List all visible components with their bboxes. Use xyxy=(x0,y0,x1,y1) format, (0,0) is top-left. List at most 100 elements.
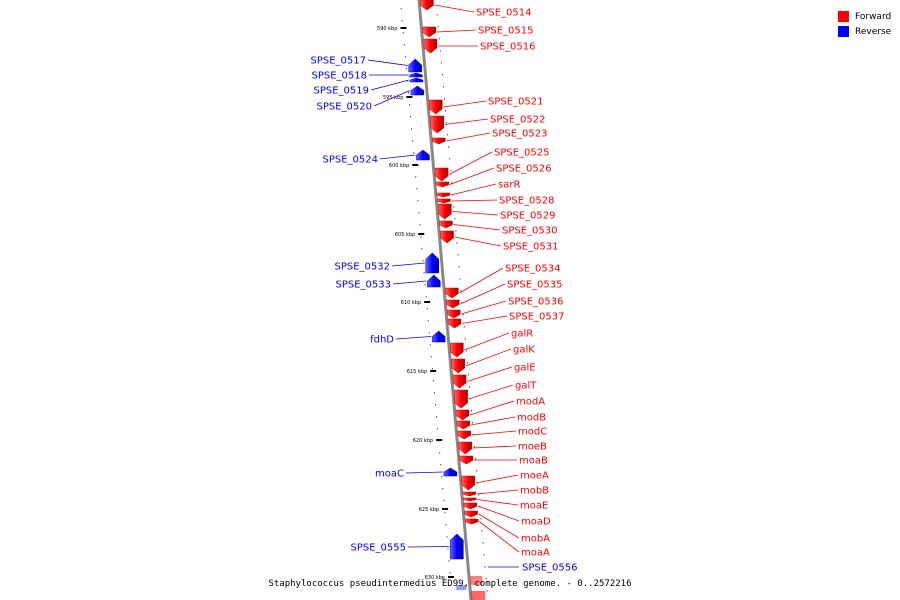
forward-gene-galR[interactable] xyxy=(450,342,464,358)
forward-gene-moaE[interactable] xyxy=(463,497,477,502)
forward-gene-SPSE_0514[interactable] xyxy=(420,0,434,11)
track-dot xyxy=(448,146,450,148)
reverse-gene-moaC[interactable] xyxy=(443,467,458,477)
gene-label-moeA[interactable]: moeA xyxy=(520,471,549,482)
forward-gene-SPSE_0525[interactable] xyxy=(434,167,449,182)
gene-label-galE[interactable]: galE xyxy=(514,363,536,374)
forward-gene-SPSE_0528[interactable] xyxy=(437,198,451,204)
track-dot xyxy=(426,308,428,310)
gene-label-moaA[interactable]: moaA xyxy=(521,548,550,559)
label-connector xyxy=(450,183,497,196)
gene-label-moeB[interactable]: moeB xyxy=(518,442,547,453)
forward-gene-SPSE_0521[interactable] xyxy=(429,99,443,115)
gene-label-moaD[interactable]: moaD xyxy=(521,517,551,528)
gene-label-SPSE_0531[interactable]: SPSE_0531 xyxy=(503,242,559,253)
forward-gene-moeB[interactable] xyxy=(458,441,473,455)
reverse-gene-SPSE_0518[interactable] xyxy=(409,72,423,78)
reverse-gene-SPSE_0533[interactable] xyxy=(427,274,441,288)
forward-gene-SPSE_0523[interactable] xyxy=(431,137,446,145)
reverse-gene-fdhD[interactable] xyxy=(431,330,446,343)
gene-label-SPSE_0519[interactable]: SPSE_0519 xyxy=(314,86,370,97)
gene-label-SPSE_0522[interactable]: SPSE_0522 xyxy=(490,115,546,126)
gene-label-SPSE_0555[interactable]: SPSE_0555 xyxy=(351,543,407,554)
gene-label-SPSE_0516[interactable]: SPSE_0516 xyxy=(480,42,536,53)
gene-label-SPSE_0517[interactable]: SPSE_0517 xyxy=(311,56,367,67)
gene-label-SPSE_0528[interactable]: SPSE_0528 xyxy=(499,196,555,207)
forward-gene-SPSE_0530[interactable] xyxy=(439,220,453,229)
track-dot xyxy=(480,518,482,520)
gene-label-mobB[interactable]: mobB xyxy=(520,486,549,497)
forward-gene-modA[interactable] xyxy=(455,409,470,421)
gene-label-SPSE_0533[interactable]: SPSE_0533 xyxy=(336,280,392,291)
forward-gene-moaA[interactable] xyxy=(464,518,479,525)
label-connector xyxy=(391,262,425,267)
reverse-gene-SPSE_0532[interactable] xyxy=(425,252,440,274)
forward-gene-SPSE_0515[interactable] xyxy=(422,26,437,38)
forward-gene-SPSE_0522[interactable] xyxy=(430,115,445,134)
forward-gene-moaD[interactable] xyxy=(463,502,478,510)
forward-gene-modB[interactable] xyxy=(456,420,471,430)
forward-gene-SPSE_0529[interactable] xyxy=(438,203,452,220)
gene-label-sarR[interactable]: sarR xyxy=(498,180,520,191)
forward-gene-SPSE_0526[interactable] xyxy=(435,181,450,188)
forward-gene-SPSE_0535[interactable] xyxy=(446,299,460,309)
gene-label-SPSE_0535[interactable]: SPSE_0535 xyxy=(507,280,563,291)
label-connector xyxy=(370,79,410,91)
gene-label-SPSE_0526[interactable]: SPSE_0526 xyxy=(496,164,552,175)
gene-label-modB[interactable]: modB xyxy=(517,413,546,424)
forward-gene-SPSE_0536[interactable] xyxy=(446,309,461,319)
forward-gene-galK[interactable] xyxy=(451,358,465,374)
forward-gene-mobB[interactable] xyxy=(462,491,477,497)
track-dot xyxy=(437,428,439,430)
gene-label-SPSE_0520[interactable]: SPSE_0520 xyxy=(317,102,373,113)
gene-label-SPSE_0523[interactable]: SPSE_0523 xyxy=(492,129,548,140)
gene-label-SPSE_0515[interactable]: SPSE_0515 xyxy=(478,26,534,37)
forward-gene-sarR[interactable] xyxy=(436,192,451,198)
forward-gene-SPSE_0516[interactable] xyxy=(423,38,438,54)
reverse-gene-SPSE_0517[interactable] xyxy=(408,58,422,73)
reverse-gene-SPSE_0555[interactable] xyxy=(450,533,464,560)
label-connector xyxy=(464,332,510,351)
gene-label-mobA[interactable]: mobA xyxy=(521,534,550,545)
gene-label-moaB[interactable]: moaB xyxy=(519,456,548,467)
forward-gene-moeA[interactable] xyxy=(461,475,476,491)
label-connector xyxy=(436,29,477,33)
forward-gene-modC[interactable] xyxy=(457,430,471,440)
forward-gene-SPSE_0531[interactable] xyxy=(440,230,454,244)
gene-label-fdhD[interactable]: fdhD xyxy=(370,335,394,346)
gene-label-moaE[interactable]: moaE xyxy=(520,501,548,512)
forward-gene-SPSE_0537[interactable] xyxy=(447,318,462,329)
track-dot xyxy=(420,236,422,238)
gene-label-SPSE_0532[interactable]: SPSE_0532 xyxy=(335,262,391,273)
gene-label-SPSE_0530[interactable]: SPSE_0530 xyxy=(502,226,558,237)
gene-label-SPSE_0524[interactable]: SPSE_0524 xyxy=(323,155,379,166)
gene-label-SPSE_0521[interactable]: SPSE_0521 xyxy=(488,97,544,108)
gene-label-SPSE_0514[interactable]: SPSE_0514 xyxy=(476,8,532,19)
forward-gene-galT[interactable] xyxy=(454,389,468,409)
track-dot xyxy=(439,50,441,52)
forward-gene-galE[interactable] xyxy=(452,374,467,389)
track-dot xyxy=(429,344,431,346)
reverse-gene-SPSE_0524[interactable] xyxy=(416,149,430,161)
gene-label-galK[interactable]: galK xyxy=(513,345,535,356)
gene-label-moaC[interactable]: moaC xyxy=(375,469,404,480)
forward-gene-moaB[interactable] xyxy=(459,455,474,465)
gene-label-galT[interactable]: galT xyxy=(515,381,537,392)
gene-label-galR[interactable]: galR xyxy=(511,329,533,340)
gene-label-modC[interactable]: modC xyxy=(518,427,547,438)
label-connector xyxy=(478,513,520,539)
gene-label-SPSE_0536[interactable]: SPSE_0536 xyxy=(508,297,564,308)
forward-gene-mobA[interactable] xyxy=(464,510,478,518)
forward-gene-SPSE_0534[interactable] xyxy=(445,287,459,299)
gene-label-SPSE_0556[interactable]: SPSE_0556 xyxy=(522,563,578,574)
gene-label-modA[interactable]: modA xyxy=(516,397,545,408)
gene-label-SPSE_0534[interactable]: SPSE_0534 xyxy=(505,264,561,275)
gene-label-SPSE_0529[interactable]: SPSE_0529 xyxy=(500,211,556,222)
track-dot xyxy=(445,524,447,526)
reverse-gene-SPSE_0520[interactable] xyxy=(410,85,425,96)
reverse-gene-SPSE_0519[interactable] xyxy=(409,77,424,83)
gene-label-SPSE_0525[interactable]: SPSE_0525 xyxy=(494,148,550,159)
track-dot xyxy=(453,206,455,208)
gene-label-SPSE_0518[interactable]: SPSE_0518 xyxy=(312,71,368,82)
gene-label-SPSE_0537[interactable]: SPSE_0537 xyxy=(509,312,565,323)
